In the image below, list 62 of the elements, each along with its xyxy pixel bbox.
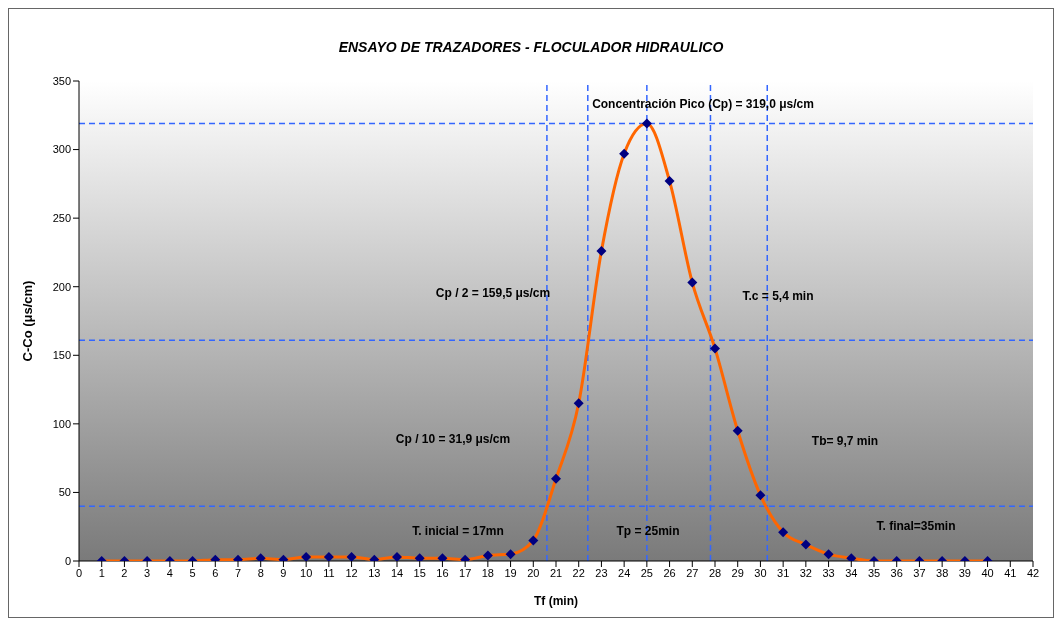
x-tick-label: 0	[75, 566, 83, 579]
x-tick-label: 41	[1004, 566, 1017, 579]
x-tick-label: 30	[754, 566, 767, 579]
x-tick-label: 37	[913, 566, 926, 579]
x-tick-label: 10	[300, 566, 313, 579]
x-tick-label: 8	[257, 566, 264, 579]
x-tick-label: 19	[504, 566, 517, 579]
x-tick-label: 16	[436, 566, 449, 579]
x-axis-title: Tf (min)	[534, 594, 578, 608]
y-axis-title: C-Co (μs/cm)	[19, 280, 35, 362]
x-tick-label: 12	[345, 566, 358, 579]
x-tick-label: 23	[595, 566, 608, 579]
x-tick-label: 36	[890, 566, 903, 579]
x-tick-label: 38	[936, 566, 949, 579]
x-tick-label: 13	[368, 566, 381, 579]
x-tick-label: 32	[799, 566, 812, 579]
x-tick-label: 31	[777, 566, 790, 579]
y-tick-label: 200	[52, 280, 71, 293]
annotation: Tp = 25min	[616, 524, 680, 538]
y-tick-label: 50	[58, 486, 71, 499]
annotation: Concentración Pico (Cp) = 319,0 μs/cm	[592, 97, 814, 111]
y-tick-label: 100	[52, 417, 71, 430]
annotation: T. final=35min	[876, 519, 956, 533]
x-tick-label: 14	[390, 566, 404, 579]
x-tick-label: 4	[166, 566, 173, 579]
chart-title: ENSAYO DE TRAZADORES - FLOCULADOR HIDRAULICO	[337, 38, 725, 57]
x-tick-label: 29	[731, 566, 744, 579]
x-tick-label: 9	[280, 566, 287, 579]
annotation: T. inicial = 17mn	[412, 524, 504, 538]
x-tick-label: 1	[98, 566, 105, 579]
y-tick-label: 150	[52, 349, 71, 362]
annotation: Tb= 9,7 min	[811, 434, 879, 448]
annotation: T.c = 5,4 min	[742, 289, 814, 303]
x-tick-label: 7	[234, 566, 242, 579]
x-tick-label: 3	[144, 566, 151, 579]
x-tick-label: 24	[618, 566, 631, 579]
x-tick-label: 33	[822, 566, 835, 579]
x-tick-label: 22	[572, 566, 585, 579]
y-tick-label: 350	[52, 74, 71, 87]
y-tick-label: 0	[64, 554, 71, 567]
x-tick-label: 34	[845, 566, 858, 579]
annotation: Cp / 10 = 31,9 μs/cm	[395, 432, 511, 446]
x-tick-label: 28	[708, 566, 722, 579]
x-tick-label: 40	[981, 566, 994, 579]
x-tick-label: 27	[686, 566, 699, 579]
x-tick-label: 20	[527, 566, 540, 579]
y-tick-label: 300	[52, 143, 71, 156]
x-tick-label: 6	[212, 566, 219, 579]
x-tick-label: 5	[189, 566, 196, 579]
x-tick-label: 42	[1026, 566, 1040, 579]
annotation: Cp / 2 = 159,5 μs/cm	[435, 286, 551, 300]
x-tick-label: 21	[549, 566, 563, 579]
x-tick-label: 35	[867, 566, 881, 579]
x-tick-label: 39	[958, 566, 971, 579]
x-tick-label: 26	[663, 566, 676, 579]
y-tick-label: 250	[52, 212, 71, 225]
x-tick-label: 2	[121, 566, 128, 579]
x-tick-label: 25	[640, 566, 653, 579]
x-tick-label: 17	[459, 566, 472, 579]
x-tick-label: 18	[481, 566, 494, 579]
x-tick-label: 11	[323, 566, 335, 579]
x-tick-label: 15	[413, 566, 426, 579]
